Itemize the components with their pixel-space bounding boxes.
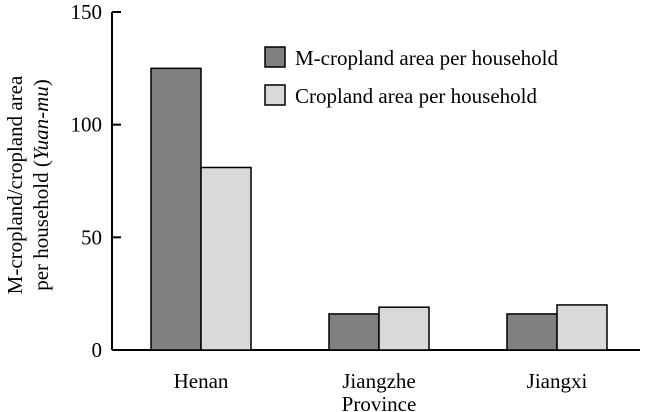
legend: M-cropland area per household Cropland ar… xyxy=(264,46,558,108)
bar-m-cropland-2 xyxy=(506,313,558,351)
bar-cropland-2 xyxy=(556,304,608,351)
legend-label: Cropland area per household xyxy=(295,84,538,108)
legend-label: M-cropland area per household xyxy=(295,46,558,70)
bar-m-cropland-0 xyxy=(150,67,202,351)
legend-swatch xyxy=(264,46,286,68)
y-tick-label: 0 xyxy=(92,338,103,362)
x-category-label: Jiangzhe xyxy=(342,369,415,393)
y-tick-label: 100 xyxy=(71,113,103,137)
bars xyxy=(150,67,608,351)
y-axis-title-unit: Yuan-mu xyxy=(29,86,53,160)
y-tick-label: 50 xyxy=(81,225,102,249)
y-axis-title: M-cropland/cropland area per household (… xyxy=(3,75,53,294)
x-category-label: Province xyxy=(342,392,417,412)
y-tick-label: 150 xyxy=(71,0,103,24)
x-category-label: Jiangxi xyxy=(527,369,588,393)
y-axis-title-suffix: ) xyxy=(29,79,53,86)
bar-m-cropland-1 xyxy=(328,313,380,351)
bar-cropland-0 xyxy=(200,166,252,351)
y-axis-title-line1: M-cropland/cropland area xyxy=(3,75,27,294)
y-axis-title-prefix: per household ( xyxy=(29,160,53,291)
legend-swatch xyxy=(264,84,286,106)
x-category-label: Henan xyxy=(174,369,229,393)
y-axis-title-line2: per household (Yuan-mu) xyxy=(29,79,53,291)
bar-cropland-1 xyxy=(378,306,430,351)
